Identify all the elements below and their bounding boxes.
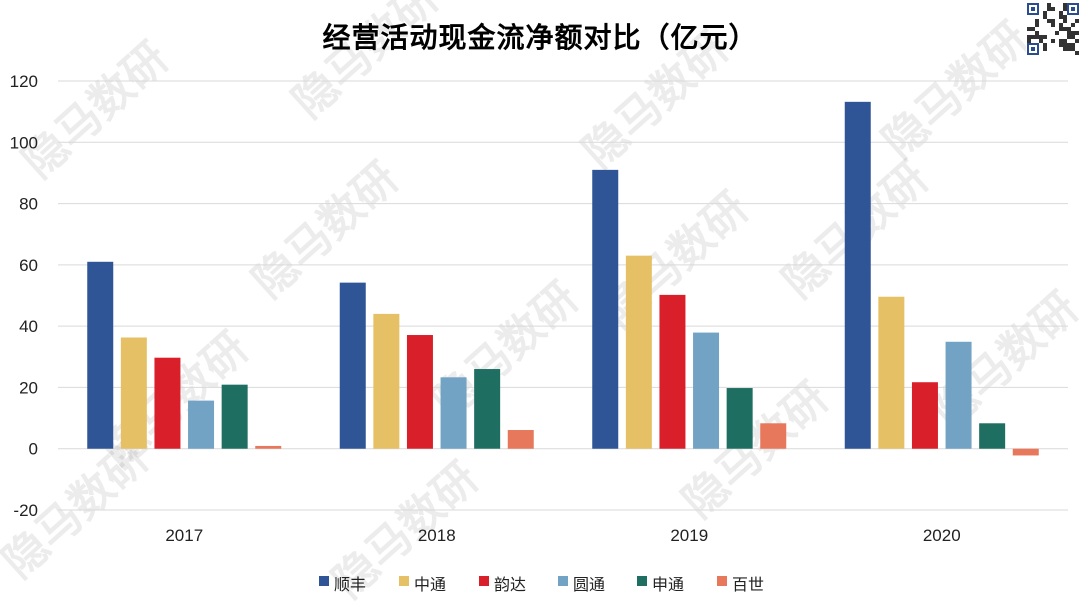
bar: [979, 423, 1006, 449]
x-tick-label: 2018: [418, 526, 456, 545]
qr-code-icon: [1026, 2, 1080, 56]
bar: [878, 296, 905, 449]
bars: [87, 101, 1039, 456]
watermark-text: 隐马数研: [573, 23, 738, 179]
legend-label: 百世: [732, 575, 764, 594]
bar: [726, 388, 753, 449]
watermark-text: 隐马数研: [873, 13, 1038, 169]
x-tick-label: 2017: [165, 526, 203, 545]
y-tick-label: 100: [10, 133, 38, 152]
legend-swatch: [319, 576, 329, 586]
legend-swatch: [717, 576, 727, 586]
y-tick-label: 0: [29, 440, 38, 459]
watermark-text: 隐马数研: [243, 153, 408, 309]
bar: [693, 332, 720, 449]
chart-title: 经营活动现金流净额对比（亿元）: [322, 21, 758, 54]
bar: [911, 382, 938, 449]
y-tick-label: 80: [19, 195, 38, 214]
bar: [87, 261, 114, 449]
y-tick-label: 40: [19, 317, 38, 336]
bar: [120, 337, 147, 449]
y-tick-label: 20: [19, 378, 38, 397]
legend-label: 圆通: [573, 575, 605, 594]
bar: [625, 255, 652, 449]
x-tick-label: 2020: [923, 526, 961, 545]
legend-swatch: [479, 576, 489, 586]
bar: [592, 169, 619, 449]
legend-swatch: [558, 576, 568, 586]
bar: [659, 294, 686, 449]
x-tick-label: 2019: [670, 526, 708, 545]
axis-labels: -20 0 20 40 60 80 100 120 2017 2018 2019 2020: [10, 72, 961, 545]
bar: [221, 384, 248, 449]
legend-swatch: [399, 576, 409, 586]
bar: [255, 445, 282, 449]
legend-label: 申通: [652, 575, 684, 594]
bar: [507, 430, 534, 449]
legend-label: 韵达: [494, 575, 526, 594]
bar: [188, 400, 215, 449]
legend: 顺丰 中通 韵达 圆通 申通 百世: [319, 575, 764, 594]
bar: [1012, 448, 1039, 456]
bar: [945, 341, 972, 449]
bar: [760, 423, 787, 449]
bar: [339, 282, 366, 449]
bar: [154, 357, 181, 449]
bar: [440, 377, 467, 449]
bar: [844, 101, 871, 449]
legend-label: 中通: [414, 575, 446, 594]
y-tick-label: -20: [13, 501, 38, 520]
legend-label: 顺丰: [334, 575, 366, 594]
y-tick-label: 120: [10, 72, 38, 91]
bar: [373, 313, 400, 449]
watermark-text: 隐马数研: [13, 33, 178, 189]
bar: [474, 369, 501, 449]
y-tick-label: 60: [19, 256, 38, 275]
bar: [406, 335, 433, 449]
watermark-text: 隐马数研: [283, 0, 448, 128]
legend-swatch: [637, 576, 647, 586]
